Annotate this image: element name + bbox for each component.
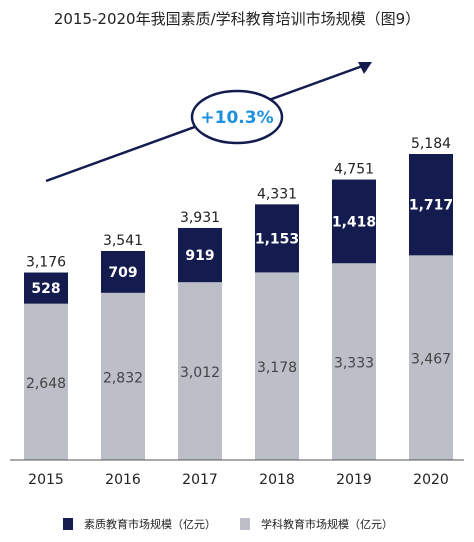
total-label-2018: 4,331 — [257, 186, 297, 202]
value-label-quality-2018: 1,153 — [255, 231, 299, 247]
legend-label-subject-education: 学科教育市场规模（亿元） — [261, 517, 393, 531]
legend-swatch-quality-education — [63, 518, 73, 530]
bar-quality-2020 — [409, 154, 453, 256]
bar-subject-2016 — [101, 292, 145, 460]
x-tick-2019: 2019 — [336, 472, 372, 488]
total-label-2020: 5,184 — [411, 136, 451, 152]
value-label-quality-2019: 1,418 — [332, 214, 376, 230]
x-axis-ticks: 2015 2016 2017 2018 2019 2020 — [28, 472, 449, 488]
total-label-2016: 3,541 — [103, 233, 143, 249]
bar-quality-2019 — [332, 179, 376, 264]
value-label-quality-2015: 528 — [31, 281, 60, 297]
x-tick-2017: 2017 — [182, 472, 218, 488]
bar-subject-2020 — [409, 255, 453, 460]
value-label-quality-2016: 709 — [108, 265, 137, 281]
x-tick-2020: 2020 — [413, 472, 449, 488]
x-tick-2018: 2018 — [259, 472, 295, 488]
growth-annotation: +10.3% — [45, 62, 372, 183]
bar-subject-2015 — [24, 303, 68, 460]
bar-subject-2018 — [255, 272, 299, 460]
value-label-subject-2016: 2,832 — [103, 370, 143, 386]
x-tick-2016: 2016 — [105, 472, 141, 488]
legend-label-quality-education: 素质教育市场规模（亿元） — [84, 517, 216, 531]
bar-quality-2016 — [101, 250, 145, 293]
growth-trend-arrowhead — [358, 62, 372, 74]
value-label-subject-2018: 3,178 — [257, 360, 297, 376]
x-tick-2015: 2015 — [28, 472, 64, 488]
growth-ellipse — [190, 89, 284, 145]
value-label-subject-2019: 3,333 — [334, 356, 374, 372]
total-label-2019: 4,751 — [334, 162, 374, 178]
bar-quality-2015 — [24, 272, 68, 304]
bar-subject-2019 — [332, 263, 376, 460]
bar-quality-2017 — [178, 227, 222, 283]
bars-layer: 2,648 528 3,176 2,832 709 3,541 3,012 919 3,931 3… — [24, 136, 453, 460]
value-label-subject-2020: 3,467 — [411, 352, 451, 368]
bar-quality-2018 — [255, 204, 299, 273]
legend: 素质教育市场规模（亿元） 学科教育市场规模（亿元） — [63, 517, 393, 531]
total-label-2015: 3,176 — [26, 255, 66, 271]
value-label-quality-2017: 919 — [185, 248, 214, 264]
chart-title: 2015-2020年我国素质/学科教育培训市场规模（图9） — [54, 10, 420, 28]
bar-subject-2017 — [178, 282, 222, 460]
legend-swatch-subject-education — [240, 518, 250, 530]
value-label-subject-2015: 2,648 — [26, 376, 66, 392]
growth-rate-label: +10.3% — [200, 108, 273, 128]
total-label-2017: 3,931 — [180, 210, 220, 226]
value-label-quality-2020: 1,717 — [409, 198, 453, 214]
value-label-subject-2017: 3,012 — [180, 365, 220, 381]
